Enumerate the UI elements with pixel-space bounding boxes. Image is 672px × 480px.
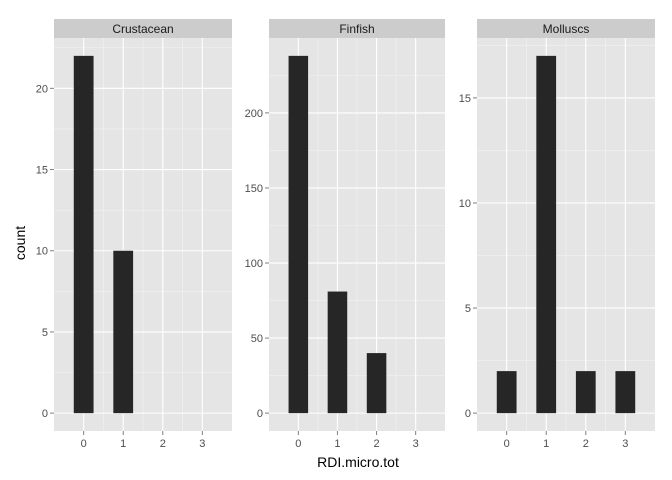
y-tick-label: 0 [465,408,471,420]
x-tick-label: 2 [583,438,589,450]
bar-finfish-1 [327,291,348,414]
x-tick-label: 3 [199,438,205,450]
y-tick-label: 0 [42,408,48,420]
y-tick-label: 150 [245,183,263,195]
facet-strip-finfish [269,19,445,38]
facet-strip-label-crustacean: Crustacean [112,22,173,36]
x-tick-label: 2 [373,438,379,450]
facet-strip-label-finfish: Finfish [339,22,374,36]
y-tick-label: 20 [36,83,48,95]
bar-molluscs-3 [615,371,636,414]
facet-molluscs: Molluscs 0 5 10 15 0 1 2 3 [459,19,655,450]
y-tick-label: 15 [459,93,471,105]
y-axis-title: count [12,226,28,260]
y-tick-label: 10 [459,198,471,210]
facet-strip-molluscs [477,19,655,38]
y-tick-label: 5 [465,303,471,315]
bar-finfish-0 [288,55,309,414]
facet-finfish: Finfish 0 50 100 150 200 0 1 2 3 [245,19,445,450]
x-tick-label: 1 [334,438,340,450]
x-tick-label: 1 [120,438,126,450]
bar-finfish-2 [366,353,387,414]
x-tick-label: 1 [543,438,549,450]
x-tick-label: 0 [504,438,510,450]
x-tick-label: 3 [622,438,628,450]
bar-molluscs-2 [575,371,596,414]
facet-strip-crustacean [54,19,232,38]
y-tick-label: 15 [36,165,48,177]
x-tick-label: 3 [413,438,419,450]
y-tick-label: 200 [245,108,263,120]
y-tick-label: 5 [42,327,48,339]
bar-molluscs-0 [496,371,517,414]
bar-molluscs-1 [536,55,557,414]
x-axis-title: RDI.micro.tot [317,454,399,470]
x-tick-label: 0 [295,438,301,450]
bar-crustacean-1 [113,250,134,414]
facet-strip-label-molluscs: Molluscs [543,22,590,36]
bar-crustacean-0 [73,55,94,414]
y-tick-label: 50 [251,333,263,345]
facet-crustacean: Crustacean 0 5 10 15 20 0 1 2 3 [36,19,232,450]
y-tick-label: 100 [245,258,263,270]
x-tick-label: 2 [160,438,166,450]
y-tick-label: 0 [257,408,263,420]
x-tick-label: 0 [81,438,87,450]
y-tick-label: 10 [36,246,48,258]
